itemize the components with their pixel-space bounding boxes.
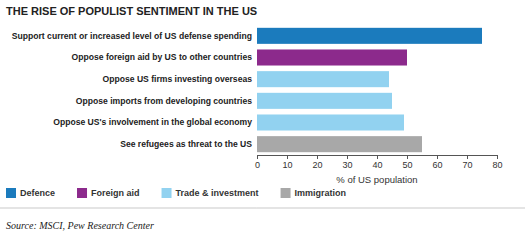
x-tick-label: 80 xyxy=(492,160,502,170)
x-tick-label: 20 xyxy=(312,160,322,170)
y-tick: Oppose foreign aid by US to other countr… xyxy=(72,52,253,62)
x-axis: 0 10 20 30 40 50 60 70 80 xyxy=(255,155,503,170)
x-tick-label: 70 xyxy=(462,160,472,170)
x-tick: 70 xyxy=(462,155,472,170)
category-label: See refugees as threat to the US xyxy=(120,139,252,149)
legend-swatch xyxy=(6,188,16,198)
bar xyxy=(257,114,404,130)
bar xyxy=(257,49,407,65)
legend-label: Defence xyxy=(20,188,55,198)
title: THE RISE OF POPULIST SENTIMENT IN THE US xyxy=(6,5,257,17)
category-label: Oppose foreign aid by US to other countr… xyxy=(72,52,253,62)
x-tick: 10 xyxy=(282,155,292,170)
chart: THE RISE OF POPULIST SENTIMENT IN THE US… xyxy=(0,0,525,246)
y-axis: Support current or increased level of US… xyxy=(12,31,252,149)
bar xyxy=(257,28,482,44)
x-tick-mark xyxy=(377,155,378,159)
y-tick: Oppose US's involvement in the global ec… xyxy=(53,117,252,127)
x-tick-mark xyxy=(317,155,318,159)
x-tick-mark xyxy=(437,155,438,159)
legend-swatch xyxy=(162,188,172,198)
bar xyxy=(257,93,392,109)
x-tick-mark xyxy=(287,155,288,159)
x-tick: 80 xyxy=(492,155,502,170)
separator xyxy=(0,208,525,209)
legend-swatch xyxy=(281,188,291,198)
x-tick-mark xyxy=(467,155,468,159)
legend-label: Trade & investment xyxy=(176,188,259,198)
bar xyxy=(257,71,389,87)
category-label: Oppose US's involvement in the global ec… xyxy=(53,117,252,127)
y-tick: Support current or increased level of US… xyxy=(12,31,252,41)
x-tick-label: 10 xyxy=(282,160,292,170)
category-label: Oppose imports from developing countries xyxy=(76,96,252,106)
x-tick-label: 30 xyxy=(342,160,352,170)
x-tick: 30 xyxy=(342,155,352,170)
y-tick: Oppose imports from developing countries xyxy=(76,96,252,106)
source: Source: MSCI, Pew Research Center xyxy=(6,220,154,231)
x-tick: 50 xyxy=(402,155,412,170)
x-tick: 60 xyxy=(432,155,442,170)
bar xyxy=(257,136,422,152)
x-tick-label: 0 xyxy=(255,160,260,170)
x-axis-title: % of US population xyxy=(336,174,417,185)
x-tick: 0 xyxy=(255,155,260,170)
bars xyxy=(257,28,482,152)
x-tick-mark xyxy=(497,155,498,159)
legend-label: Foreign aid xyxy=(91,188,140,198)
x-tick-mark xyxy=(257,155,258,159)
category-label: Oppose US firms investing overseas xyxy=(103,74,253,84)
category-label: Support current or increased level of US… xyxy=(12,31,252,41)
y-tick: Oppose US firms investing overseas xyxy=(103,74,253,84)
x-tick: 40 xyxy=(372,155,382,170)
x-tick-mark xyxy=(347,155,348,159)
x-tick-label: 60 xyxy=(432,160,442,170)
x-tick-label: 50 xyxy=(402,160,412,170)
x-tick-label: 40 xyxy=(372,160,382,170)
x-tick: 20 xyxy=(312,155,322,170)
x-tick-mark xyxy=(407,155,408,159)
legend-label: Immigration xyxy=(295,188,347,198)
y-tick: See refugees as threat to the US xyxy=(120,139,252,149)
legend-swatch xyxy=(77,188,87,198)
legend: Defence Foreign aid Trade & investment Immi… xyxy=(6,188,346,198)
